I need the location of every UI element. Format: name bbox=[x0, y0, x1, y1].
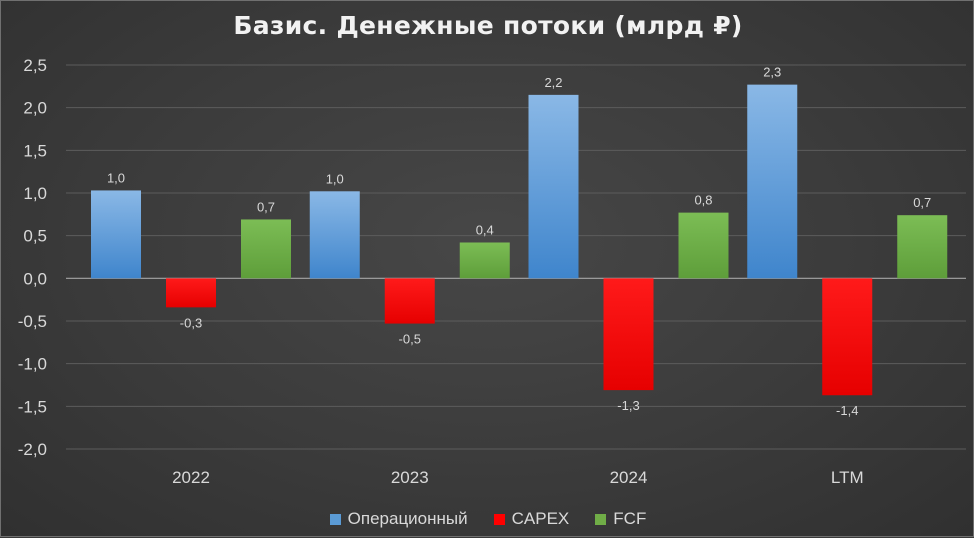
y-tick-label: -1,0 bbox=[18, 355, 47, 374]
legend-swatch bbox=[493, 513, 505, 525]
data-label: 0,7 bbox=[913, 195, 931, 210]
legend-swatch bbox=[329, 513, 341, 525]
bar-операционный-2022 bbox=[91, 190, 141, 279]
data-label: -1,4 bbox=[836, 403, 858, 418]
bar-capex-2023 bbox=[384, 278, 435, 324]
x-tick-label: 2024 bbox=[610, 468, 648, 487]
data-label: 0,7 bbox=[257, 199, 275, 214]
data-label: 0,8 bbox=[694, 193, 712, 208]
y-tick-label: 0,5 bbox=[23, 227, 47, 246]
y-tick-label: -0,5 bbox=[18, 312, 47, 331]
chart-title: Базис. Денежные потоки (млрд ₽) bbox=[233, 11, 743, 40]
data-label: 2,2 bbox=[544, 75, 562, 90]
legend-item: Операционный bbox=[329, 509, 468, 529]
legend-item: CAPEX bbox=[493, 509, 570, 529]
x-tick-label: 2023 bbox=[391, 468, 429, 487]
x-tick-label: LTM bbox=[831, 468, 864, 487]
data-label: -0,3 bbox=[180, 315, 202, 330]
bar-fcf-2023 bbox=[459, 242, 510, 279]
y-tick-label: 0,0 bbox=[23, 269, 47, 288]
y-tick-label: 2,0 bbox=[23, 99, 47, 118]
data-label: 2,3 bbox=[763, 65, 781, 80]
y-tick-label: -1,5 bbox=[18, 397, 47, 416]
bar-операционный-ltm bbox=[747, 84, 798, 279]
bar-операционный-2023 bbox=[309, 191, 360, 279]
bar-capex-ltm bbox=[822, 278, 873, 396]
data-label: 0,4 bbox=[476, 222, 494, 237]
legend-label: FCF bbox=[613, 509, 647, 528]
data-label: -1,3 bbox=[617, 398, 639, 413]
bar-capex-2024 bbox=[603, 278, 654, 391]
y-tick-label: -2,0 bbox=[18, 440, 47, 459]
y-tick-label: 1,0 bbox=[23, 184, 47, 203]
legend-label: CAPEX bbox=[511, 509, 570, 528]
data-label: 1,0 bbox=[326, 171, 344, 186]
legend-swatch bbox=[595, 513, 607, 525]
y-tick-label: 2,5 bbox=[23, 56, 47, 75]
bar-fcf-ltm bbox=[897, 215, 948, 279]
legend-item: FCF bbox=[595, 509, 646, 529]
chart-legend: Операционный CAPEX FCF bbox=[1, 509, 974, 529]
y-tick-label: 1,5 bbox=[23, 141, 47, 160]
bar-capex-2022 bbox=[166, 278, 216, 308]
bar-fcf-2024 bbox=[678, 212, 729, 279]
x-tick-label: 2022 bbox=[172, 468, 210, 487]
legend-label: Операционный bbox=[347, 509, 468, 528]
data-label: -0,5 bbox=[399, 332, 421, 347]
data-label: 1,0 bbox=[107, 170, 125, 185]
bar-fcf-2022 bbox=[241, 219, 291, 279]
bar-операционный-2024 bbox=[528, 94, 579, 279]
